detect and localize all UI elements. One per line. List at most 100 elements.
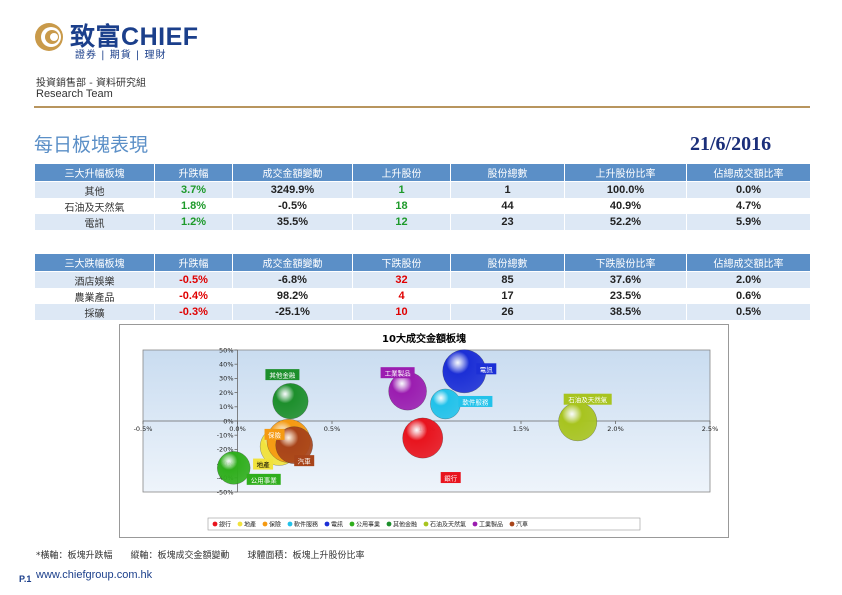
page-title: 每日板塊表現 — [34, 134, 149, 156]
legend-label: 汽車 — [516, 521, 528, 529]
x-tick-label: 2.0% — [607, 425, 624, 433]
x-tick-label: 0.5% — [324, 425, 341, 433]
x-tick-label: 2.5% — [702, 425, 719, 433]
bubble-label: 石油及天然氣 — [568, 395, 608, 404]
turnover-change-cell: -6.8% — [232, 271, 353, 288]
bubble-label: 公用事業 — [251, 475, 278, 484]
table-row: 農業產品 -0.4% 98.2% 4 17 23.5% 0.6% — [34, 288, 811, 304]
falling-ratio-cell: 38.5% — [564, 304, 687, 320]
sector-name: 電訊 — [34, 214, 155, 230]
top-gainers-table: 三大升幅板塊 升跌幅 成交金額變動 上升股份 股份總數 上升股份比率 佔總成交額… — [34, 163, 811, 230]
turnover-share-cell: 4.7% — [686, 198, 811, 214]
legend-label: 地產 — [244, 521, 256, 529]
bubble-label-bg — [476, 363, 497, 375]
change-cell: -0.5% — [154, 271, 233, 288]
brand-subtitle: 證券 | 期貨 | 理財 — [75, 50, 167, 61]
turnover-change-cell: 35.5% — [232, 214, 353, 230]
legend-marker — [472, 521, 478, 527]
rising-count-cell: 18 — [352, 198, 451, 214]
column-header: 股份總數 — [450, 253, 565, 272]
bubble-label-bg — [294, 455, 315, 467]
bubble-label: 保險 — [268, 430, 282, 439]
bubble-label-bg — [246, 473, 281, 485]
total-count-cell: 44 — [450, 198, 565, 214]
legend-marker — [287, 521, 293, 527]
rising-count-cell: 12 — [352, 214, 451, 230]
column-header: 上升股份比率 — [564, 163, 687, 182]
bubble-label: 地產 — [257, 460, 271, 469]
legend-label: 電訊 — [331, 521, 343, 529]
table-header-row: 三大跌幅板塊 升跌幅 成交金額變動 下跌股份 股份總數 下跌股份比率 佔總成交額… — [34, 253, 811, 272]
falling-count-cell: 10 — [352, 304, 451, 320]
table-row: 其他 3.7% 3249.9% 1 1 100.0% 0.0% — [34, 181, 811, 198]
chart-footnote: *橫軸：板塊升跌幅 縱軸：板塊成交金額變動 球體面積：板塊上升股份比率 — [36, 551, 365, 561]
falling-ratio-cell: 23.5% — [564, 288, 687, 304]
report-date: 21/6/2016 — [690, 133, 772, 155]
bubble-4 — [430, 388, 461, 420]
turnover-share-cell: 5.9% — [686, 214, 811, 230]
sector-name: 農業產品 — [34, 288, 155, 304]
change-cell: 1.2% — [154, 214, 233, 230]
bubble-chart: 10大成交金額板塊-0.5%0.0%0.5%1.0%1.5%2.0%2.5%50… — [134, 332, 719, 531]
company-logo-icon — [35, 23, 63, 51]
column-header: 下跌股份比率 — [564, 253, 687, 272]
falling-count-cell: 4 — [352, 288, 451, 304]
department-label: 投資銷售部 - 資料研究組 — [36, 78, 146, 89]
column-header: 下跌股份 — [352, 253, 451, 272]
turnover-share-cell: 0.0% — [686, 181, 811, 198]
legend-label: 銀行 — [219, 521, 231, 529]
sector-name: 石油及天然氣 — [34, 198, 155, 214]
bubble-chart-frame: 10大成交金額板塊-0.5%0.0%0.5%1.0%1.5%2.0%2.5%50… — [119, 324, 729, 538]
y-tick-label: -20% — [217, 446, 234, 454]
turnover-change-cell: -25.1% — [232, 304, 353, 320]
legend-marker — [386, 521, 392, 527]
legend-marker — [262, 521, 268, 527]
top-losers-table: 三大跌幅板塊 升跌幅 成交金額變動 下跌股份 股份總數 下跌股份比率 佔總成交額… — [34, 253, 811, 320]
team-label: Research Team — [36, 88, 113, 100]
column-header: 佔總成交額比率 — [686, 163, 811, 182]
column-header: 三大升幅板塊 — [34, 163, 155, 182]
column-header: 成交金額變動 — [232, 163, 353, 182]
legend-label: 軟件服務 — [294, 521, 318, 529]
chart-title: 10大成交金額板塊 — [382, 332, 466, 345]
column-header: 升跌幅 — [154, 253, 233, 272]
y-tick-label: 50% — [219, 346, 233, 354]
header-divider — [34, 106, 810, 108]
rising-ratio-cell: 40.9% — [564, 198, 687, 214]
turnover-share-cell: 0.5% — [686, 304, 811, 320]
change-cell: 3.7% — [154, 181, 233, 198]
y-tick-label: 20% — [219, 389, 233, 397]
table-row: 酒店娛樂 -0.5% -6.8% 32 85 37.6% 2.0% — [34, 271, 811, 288]
bubble-7 — [272, 383, 309, 420]
rising-ratio-cell: 52.2% — [564, 214, 687, 230]
legend-label: 石油及天然氣 — [430, 521, 466, 529]
brand-cn: 致富 — [70, 23, 122, 51]
table-row: 採礦 -0.3% -25.1% 10 26 38.5% 0.5% — [34, 304, 811, 320]
rising-ratio-cell: 100.0% — [564, 181, 687, 198]
y-tick-label: -10% — [217, 432, 234, 440]
change-cell: 1.8% — [154, 198, 233, 214]
brand-name: 致富CHIEF — [70, 17, 199, 53]
legend-label: 工業製品 — [479, 521, 503, 529]
total-count-cell: 26 — [450, 304, 565, 320]
bubble-label-bg — [458, 395, 493, 407]
bubble-label: 汽車 — [298, 457, 312, 466]
legend-label: 其他金融 — [393, 521, 417, 529]
table-row: 電訊 1.2% 35.5% 12 23 52.2% 5.9% — [34, 214, 811, 230]
column-header: 成交金額變動 — [232, 253, 353, 272]
total-count-cell: 1 — [450, 181, 565, 198]
x-tick-label: -0.5% — [134, 425, 153, 433]
sector-name: 酒店娛樂 — [34, 271, 155, 288]
column-header: 三大跌幅板塊 — [34, 253, 155, 272]
sector-name: 其他 — [34, 181, 155, 198]
bubble-label: 其他金融 — [269, 371, 296, 380]
table-header-row: 三大升幅板塊 升跌幅 成交金額變動 上升股份 股份總數 上升股份比率 佔總成交額… — [34, 163, 811, 182]
website-link[interactable]: www.chiefgroup.com.hk — [36, 569, 153, 581]
bubble-label-bg — [264, 428, 285, 440]
y-tick-label: 10% — [219, 403, 233, 411]
legend-label: 保險 — [269, 521, 281, 529]
bubble-label-bg — [380, 367, 415, 379]
y-tick-label: 30% — [219, 375, 233, 383]
total-count-cell: 85 — [450, 271, 565, 288]
turnover-share-cell: 0.6% — [686, 288, 811, 304]
